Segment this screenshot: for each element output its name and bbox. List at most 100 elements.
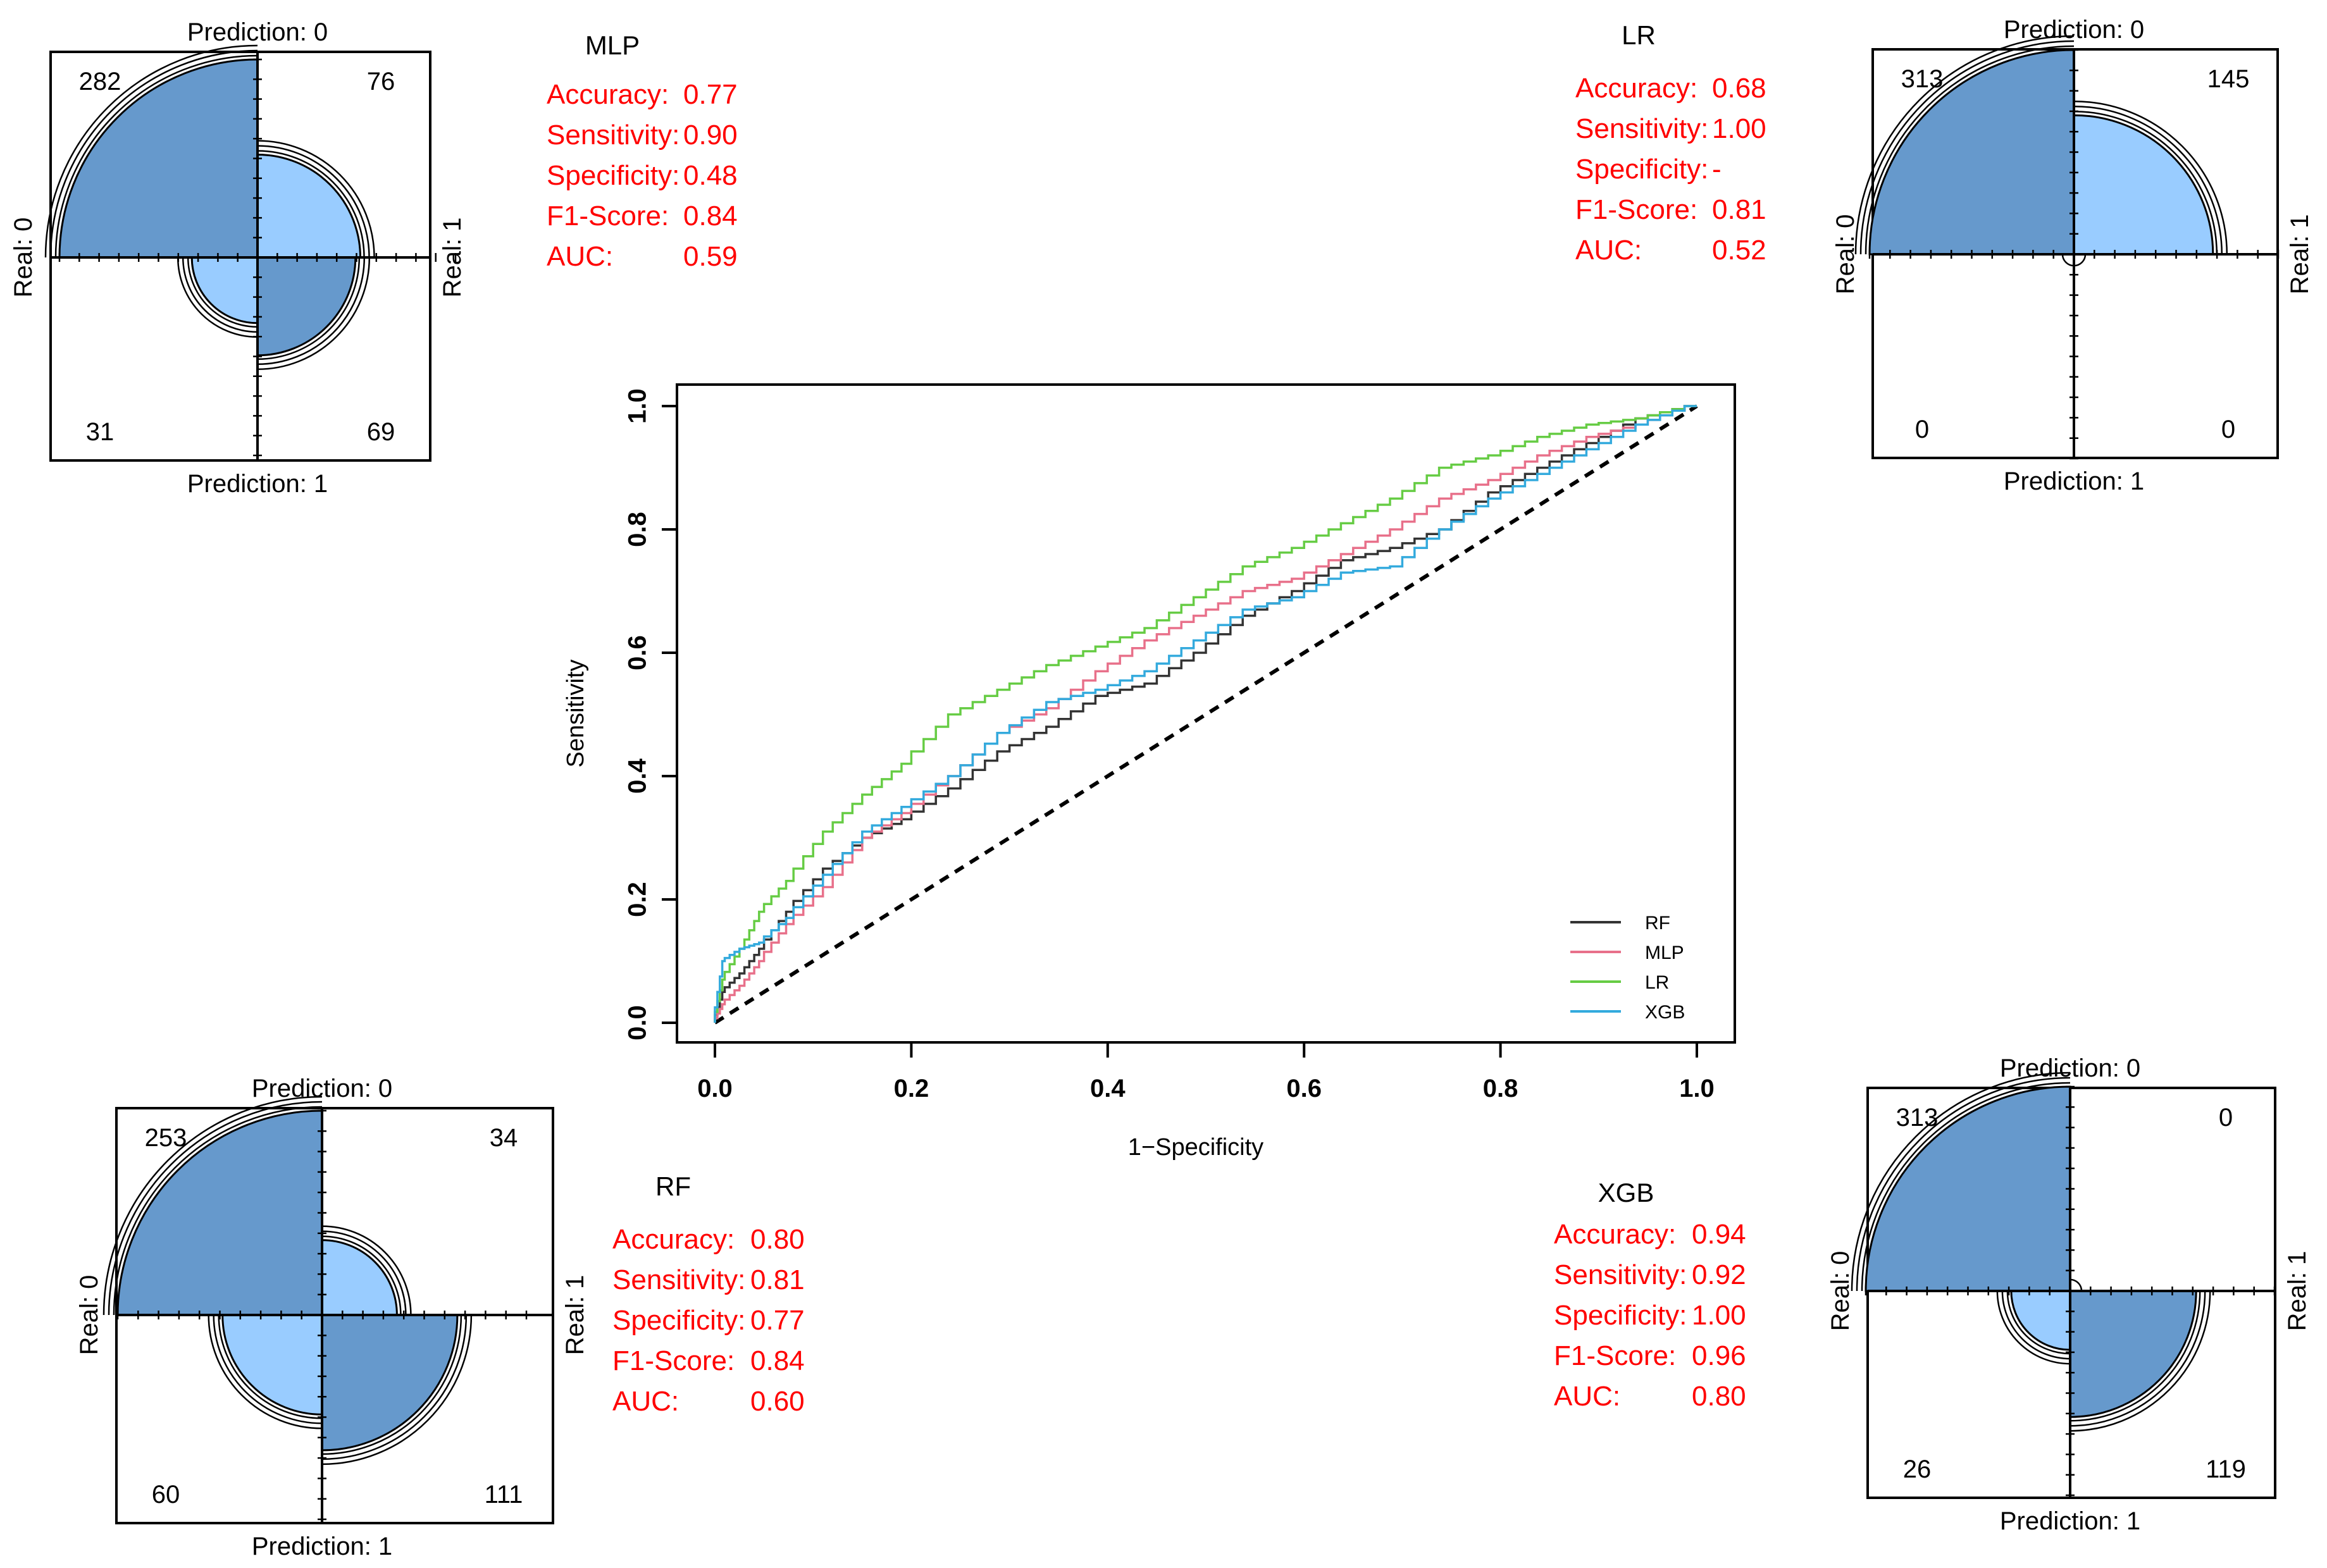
fourfold-confidence-ring [257, 145, 370, 258]
fourfold-top-label: Prediction: 0 [187, 18, 328, 46]
fourfold-confidence-ring [213, 1314, 323, 1424]
roc-y-tick-label: 0.6 [624, 635, 652, 670]
metric-label: Accuracy: [1554, 1219, 1676, 1250]
roc-curve-lr [714, 405, 1697, 1023]
fourfold-count-bl: 60 [152, 1481, 180, 1509]
fourfold-confidence-ring [108, 1101, 323, 1316]
roc-y-axis-label: Sensitivity [562, 659, 589, 767]
metric-value: 0.81 [750, 1264, 805, 1295]
fourfold-quadrant-tl [1868, 49, 2075, 256]
fourfold-confidence-ring [2069, 1290, 2211, 1432]
fourfold-confidence-ring [1861, 1082, 2071, 1292]
metric-label: F1-Score: [1575, 194, 1697, 225]
metric-label: AUC: [612, 1386, 679, 1417]
metric-value: 0.84 [750, 1345, 805, 1376]
metric-label: Accuracy: [612, 1224, 735, 1255]
roc-y-tick-label: 1.0 [624, 388, 652, 424]
metric-value: 0.96 [1692, 1340, 1746, 1371]
fourfold-confidence-ring [208, 1314, 323, 1429]
metric-label: Specificity: [1575, 154, 1708, 185]
fourfold-quadrant-bl [190, 256, 259, 324]
fourfold-confidence-ring [2073, 100, 2228, 255]
metric-value: 0.94 [1692, 1219, 1746, 1250]
legend-label-mlp: MLP [1645, 942, 1684, 963]
fourfold-confidence-ring [1996, 1290, 2071, 1365]
fourfold-count-tl: 282 [79, 68, 121, 96]
metric-label: Specificity: [1554, 1300, 1687, 1331]
metric-label: Sensitivity: [547, 120, 679, 151]
fourfold-confidence-ring [321, 1314, 473, 1466]
fourfold-count-bl: 0 [1915, 416, 1929, 443]
roc-x-tick-label: 1.0 [1679, 1075, 1715, 1102]
fourfold-confidence-ring [2069, 1278, 2083, 1292]
roc-x-tick-label: 0.8 [1483, 1075, 1518, 1102]
metrics-title: RF [655, 1171, 691, 1201]
metric-value: 0.90 [683, 120, 738, 151]
metric-value: 0.80 [750, 1224, 805, 1255]
fourfold-confidence-ring [2073, 254, 2087, 267]
roc-legend: RF MLP LR XGB [1570, 913, 1685, 1023]
fourfold-right-label: Real: 1 [561, 1275, 589, 1355]
fourfold-count-br: 69 [367, 418, 395, 446]
metrics-title: MLP [585, 30, 640, 60]
roc-reference-line [714, 404, 1698, 1025]
fourfold-confidence-ring [321, 1314, 462, 1455]
metric-label: F1-Score: [1554, 1340, 1676, 1371]
fourfold-quadrant-tl [1865, 1085, 2071, 1292]
rf-fourfold-panel: 253 34 60 111 Prediction: 0 Prediction: 1 Real… [75, 1075, 589, 1560]
fourfold-bottom-label: Prediction: 1 [2004, 467, 2144, 495]
fourfold-count-bl: 31 [86, 418, 115, 446]
fourfold-left-label: Real: 0 [9, 218, 37, 298]
fourfold-confidence-ring [257, 257, 361, 361]
fourfold-quadrant-br [321, 1314, 459, 1452]
fourfold-top-label: Prediction: 0 [2004, 16, 2144, 44]
fourfold-confidence-ring [321, 1314, 468, 1460]
fourfold-confidence-ring [1859, 40, 2075, 255]
metric-value: 1.00 [1692, 1300, 1746, 1331]
fourfold-confidence-ring [2001, 1290, 2071, 1360]
metric-label: F1-Score: [547, 201, 669, 231]
fourfold-quadrant-tl [58, 58, 259, 259]
fourfold-quadrant-tr [321, 1239, 398, 1316]
roc-x-tick-label: 0.4 [1090, 1075, 1126, 1102]
roc-x-axis: 0.0 0.2 0.4 0.6 0.8 1.0 [697, 1042, 1715, 1102]
fourfold-count-tl: 313 [1896, 1104, 1939, 1132]
metric-value: 0.60 [750, 1386, 805, 1417]
roc-x-tick-label: 0.0 [697, 1075, 733, 1102]
metric-value: 1.00 [1712, 113, 1766, 144]
fourfold-confidence-ring [2073, 110, 2218, 255]
fourfold-confidence-ring [257, 257, 366, 366]
fourfold-confidence-ring [187, 257, 258, 328]
fourfold-confidence-ring [2006, 1290, 2071, 1355]
roc-plot-frame [676, 383, 1736, 1044]
fourfold-confidence-ring [182, 257, 258, 333]
fourfold-confidence-ring [1865, 45, 2075, 255]
fourfold-confidence-ring [2069, 1290, 2206, 1427]
roc-curve-xgb [714, 405, 1697, 1023]
metric-value: 0.59 [683, 241, 738, 272]
fourfold-quadrant-bl [2010, 1290, 2071, 1351]
metric-value: 0.84 [683, 201, 738, 231]
roc-chart: 0.0 0.2 0.4 0.6 0.8 1.0 0.0 0.2 0.4 0.6 0.8 1.0 RF… [562, 383, 1736, 1161]
fourfold-confidence-ring [177, 257, 258, 338]
fourfold-left-label: Real: 0 [75, 1275, 103, 1355]
fourfold-quadrant-bl [221, 1314, 323, 1416]
fourfold-confidence-ring [102, 1096, 323, 1316]
roc-curve-rf [714, 405, 1697, 1023]
fourfold-confidence-ring [321, 1225, 412, 1316]
fourfold-confidence-ring [2069, 1290, 2201, 1422]
xgb-fourfold-panel: 313 0 26 119 Prediction: 0 Prediction: 1 Real:… [1827, 1054, 2311, 1535]
metric-label: Specificity: [612, 1305, 745, 1336]
metric-value: 0.92 [1692, 1259, 1746, 1290]
roc-x-tick-label: 0.6 [1286, 1075, 1322, 1102]
fourfold-confidence-ring [113, 1106, 323, 1316]
metric-label: Sensitivity: [1575, 113, 1708, 144]
metric-value: 0.68 [1712, 73, 1766, 104]
fourfold-count-tl: 313 [1901, 65, 1944, 93]
roc-y-tick-label: 0.8 [624, 512, 652, 547]
mlp-fourfold-panel: 282 76 31 69 Prediction: 0 Prediction: 1 Real:… [9, 18, 466, 498]
fourfold-bottom-label: Prediction: 1 [2000, 1507, 2140, 1535]
